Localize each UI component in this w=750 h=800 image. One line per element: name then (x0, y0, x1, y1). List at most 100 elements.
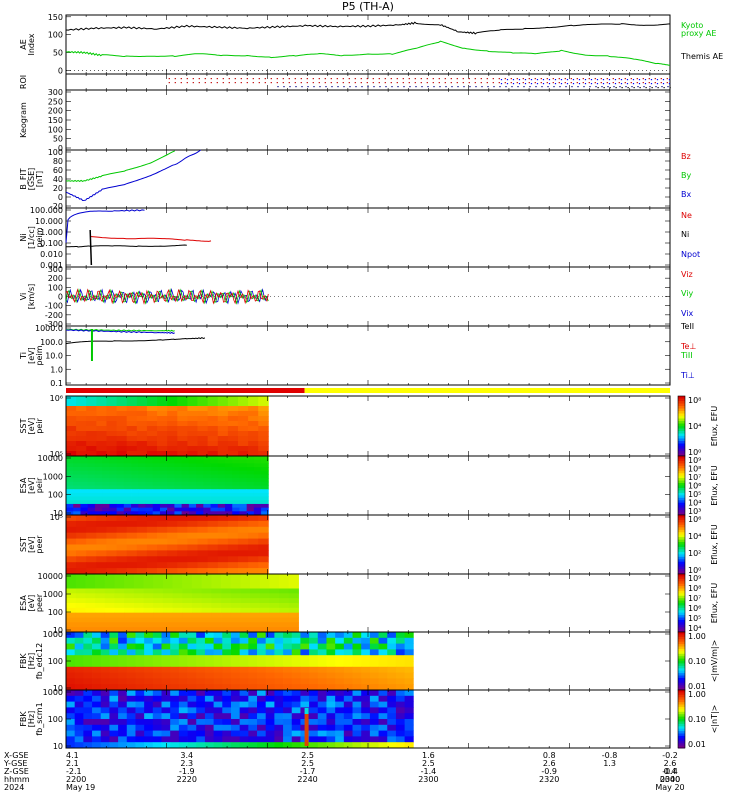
xaxis-end-z: 0.4 (664, 767, 677, 776)
fbk-e-cell (204, 649, 214, 656)
fbk-e-cell (257, 632, 267, 639)
fbk-b-cell (283, 713, 293, 720)
fbk-b-cell (204, 707, 214, 714)
roi-dot (597, 87, 599, 89)
fbk-e-cell (283, 684, 293, 691)
legend-viy: Viy (681, 289, 694, 298)
esa-ion-cell (232, 511, 240, 516)
esa-el-cell (221, 617, 232, 623)
roi-dot (240, 82, 242, 84)
fbk-b-cell (265, 695, 275, 702)
xaxis-value: 2.6 (664, 759, 677, 768)
esa-ion-cell (159, 467, 168, 472)
sst-ion-cell (217, 441, 229, 447)
esa-el-cell (230, 598, 241, 604)
fbk-e-cell (361, 649, 371, 656)
roi-dot (492, 78, 494, 80)
sst-el-cell (146, 520, 158, 528)
roi-dot (644, 79, 647, 81)
fbk-e-cell (265, 637, 275, 644)
roi-dot (330, 78, 332, 80)
fbk-e-cell (404, 637, 414, 644)
fbk-b-cell (100, 707, 110, 714)
esa-ion-cell (152, 459, 161, 464)
esa-ion-cell (102, 500, 110, 505)
esa-el-cell (221, 612, 232, 618)
sst-ion-cell (106, 426, 117, 432)
esa-el-cell (153, 593, 164, 599)
fbk-e-colorbar-cell (678, 632, 685, 635)
fbk-b-cell (326, 713, 336, 720)
fbk-b-cell (170, 719, 180, 726)
esa-ion-cell (138, 467, 146, 472)
roi-dot (518, 83, 521, 85)
esa-ion-cell (138, 474, 146, 479)
fbk-e-cell (66, 672, 76, 679)
esa-ion-cell (217, 485, 226, 490)
fbk-b-cell (170, 707, 180, 714)
esa-ion-cell (123, 459, 132, 464)
fbk-e-cell (196, 661, 206, 668)
fbk-b-cell (291, 719, 301, 726)
sst-ion-cell (157, 446, 168, 452)
fbk-b-colorbar-cell (678, 719, 685, 722)
sst-ion-cell (146, 411, 158, 417)
sst-ion-cell (207, 396, 219, 402)
sst-ion-cell (248, 436, 259, 442)
sst-el-cell (157, 532, 168, 539)
sst-ion-cell (136, 431, 148, 437)
sst-el-cell (136, 520, 148, 528)
fbk-e-colorbar-cell (678, 680, 685, 684)
fbk-b-cell (170, 690, 180, 697)
roi-dot (192, 78, 194, 80)
sst-el-cell (258, 568, 269, 575)
roi-dot (639, 87, 641, 89)
esa-el-cell (104, 617, 115, 623)
esa-el-cell (191, 617, 203, 623)
fbk-b-cell (83, 742, 93, 749)
legend-kyoto-2: proxy AE (681, 29, 716, 38)
fbk-b-cell (369, 724, 379, 731)
fbk-b-cell (213, 736, 223, 743)
sst-el-colorbar-cell (678, 566, 685, 570)
esa-el-cell (240, 578, 251, 585)
roi-dot (319, 86, 321, 88)
roi-dot (324, 82, 326, 84)
sst-el-cell (106, 568, 117, 575)
esa-ion-cell (203, 456, 211, 461)
esa-el-cell (124, 612, 135, 618)
esa-el-cell (182, 607, 193, 614)
esa-ion-cell (196, 467, 204, 472)
esa-ion-cell (80, 503, 89, 509)
sst-ion-cell (126, 446, 138, 452)
esa-el-cell (191, 588, 203, 594)
roi-dot (228, 78, 230, 80)
sst-ion-ylabel: [eV] (27, 418, 36, 435)
fbk-e-cell (196, 678, 206, 685)
roi-dot (499, 86, 501, 88)
fbk-e-cell (395, 678, 406, 685)
sst-ion-cell (116, 406, 128, 412)
fbk-e-cell (387, 672, 397, 679)
fbk-b-cell (291, 713, 301, 720)
esa-el-tick-label: 10 (53, 626, 63, 635)
sst-el-cell (116, 532, 128, 539)
roi-dot (651, 87, 653, 89)
esa-ion-cell (167, 511, 175, 516)
fbk-e-cell (100, 643, 110, 650)
esa-ion-cell (217, 481, 226, 486)
esa-ion-cell (138, 481, 146, 486)
sst-ion-cell (167, 421, 178, 427)
esa-ion-cell (109, 456, 117, 461)
esa-ion-cell (73, 485, 81, 490)
sst-ion-cell (177, 396, 188, 402)
esa-ion-cell (152, 489, 161, 494)
esa-el-cell (230, 583, 241, 589)
sst-el-cell (116, 550, 128, 557)
esa-ion-cell (174, 478, 183, 483)
esa-el-colorbar-cell (678, 607, 685, 611)
fbk-e-cell (300, 649, 310, 656)
esa-ion-cell (217, 496, 226, 501)
sst-el-cell (106, 556, 117, 563)
esa-ion-cell (224, 459, 233, 464)
